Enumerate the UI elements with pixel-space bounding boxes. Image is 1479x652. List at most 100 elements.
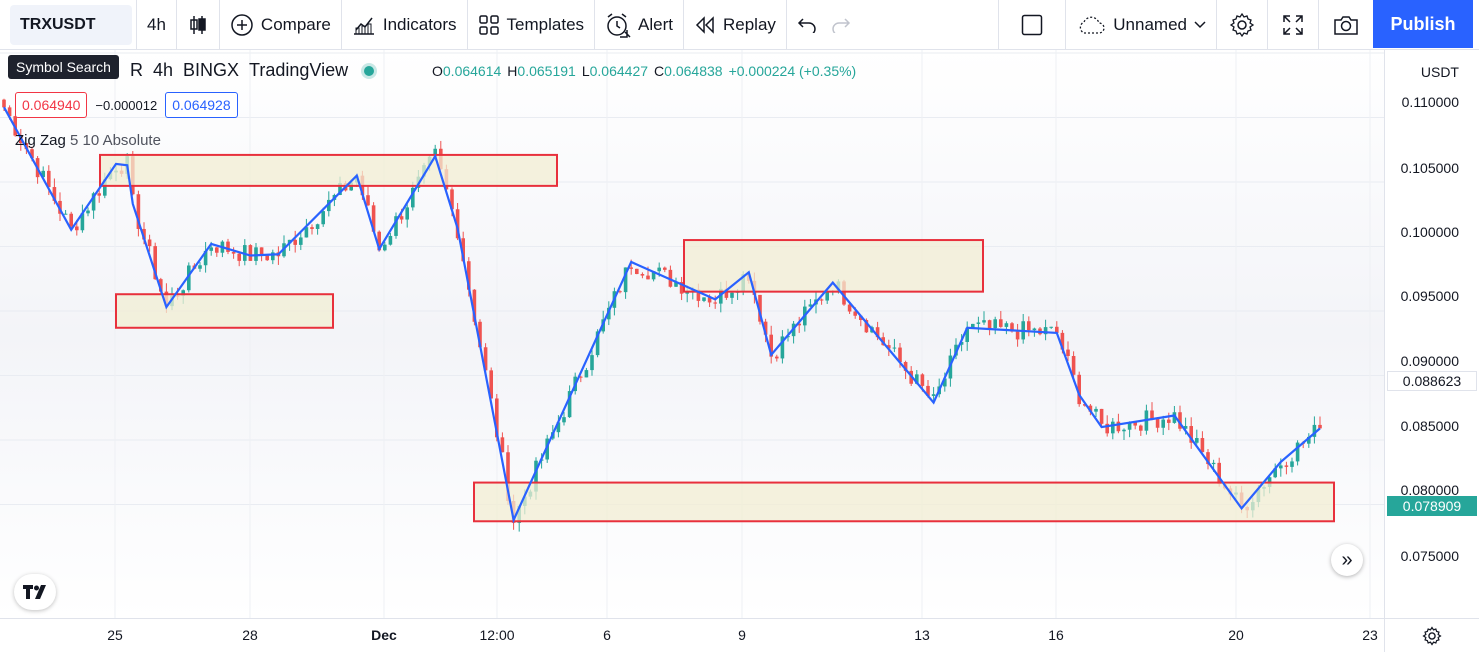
candle-body <box>567 391 572 418</box>
candle-body <box>265 255 269 261</box>
time-axis[interactable]: 25 28 Dec 12:00 6 9 13 16 20 23 <box>0 618 1384 652</box>
time-label: 12:00 <box>479 627 515 643</box>
fullscreen-button[interactable] <box>1268 0 1319 50</box>
interval-label: 4h <box>147 14 166 34</box>
candle-body <box>679 282 684 294</box>
scroll-to-realtime-button[interactable]: » <box>1331 544 1363 576</box>
candle-body <box>366 195 370 206</box>
candle-body <box>713 302 717 304</box>
candle-body <box>847 304 852 312</box>
indicators-button[interactable]: Indicators <box>342 0 468 50</box>
chevron-down-icon <box>1194 20 1206 28</box>
compare-button[interactable]: Compare <box>220 0 342 50</box>
price-axis[interactable]: USDT 0.110000 0.105000 0.100000 0.095000… <box>1384 50 1479 618</box>
candle-body <box>1211 462 1216 465</box>
candle-body <box>153 246 157 280</box>
candle-body <box>1043 327 1048 335</box>
time-label: Dec <box>371 627 397 643</box>
candle-body <box>999 319 1003 327</box>
candle-body <box>1150 410 1154 419</box>
gear-icon <box>1229 12 1255 37</box>
candle-body <box>1307 436 1311 444</box>
candle-body <box>819 299 824 301</box>
layout-select-button[interactable] <box>998 0 1067 50</box>
candle-body <box>959 341 964 345</box>
candle-body <box>763 321 768 335</box>
redo-icon[interactable] <box>831 17 851 33</box>
market-status-dot[interactable] <box>364 65 375 76</box>
candle-body <box>47 170 51 188</box>
replay-button[interactable]: Replay <box>684 0 787 50</box>
candle-body <box>1279 465 1283 469</box>
candle-body <box>1032 328 1037 331</box>
undo-icon[interactable] <box>797 17 817 33</box>
candle-body <box>623 267 628 293</box>
support-resistance-zone <box>99 153 558 187</box>
candle-body <box>595 331 600 356</box>
compare-label: Compare <box>260 14 331 34</box>
candle-body <box>75 226 79 231</box>
alert-button[interactable]: Alert <box>595 0 684 50</box>
candle-body <box>1127 422 1132 430</box>
tv-logo-icon <box>23 585 46 599</box>
plus-circle-icon <box>231 13 253 36</box>
candle-body <box>545 438 549 460</box>
time-label: 23 <box>1362 627 1378 643</box>
candle-body <box>1105 423 1109 434</box>
settings-button[interactable] <box>1217 0 1268 50</box>
indicator-legend[interactable]: Zig Zag 5 10 Absolute <box>15 132 161 149</box>
candle-body <box>1133 422 1137 426</box>
save-layout-button[interactable]: Unnamed <box>1066 0 1217 50</box>
tradingview-logo[interactable] <box>14 574 56 610</box>
candle-body <box>371 205 376 232</box>
candle-body <box>965 327 969 342</box>
candle-body <box>209 247 213 251</box>
time-label: 16 <box>1048 627 1064 643</box>
templates-button[interactable]: Templates <box>468 0 596 50</box>
candle-body <box>651 271 656 280</box>
chart-pane[interactable] <box>0 50 1384 618</box>
chart-type-button[interactable] <box>177 0 220 50</box>
candle-body <box>1083 404 1087 406</box>
candle-body <box>433 148 437 157</box>
axis-settings-button[interactable] <box>1384 618 1479 652</box>
candle-body <box>987 320 992 329</box>
candle-body <box>993 319 997 329</box>
ohlc-values: O0.064614 H0.065191 L0.064427 C0.064838 … <box>432 63 856 79</box>
candle-body <box>198 265 202 269</box>
candle-body <box>769 334 773 357</box>
candle-body <box>383 244 387 251</box>
indicator-params: 5 10 Absolute <box>70 132 161 149</box>
candle-body <box>1290 461 1294 467</box>
interval-button[interactable]: 4h <box>136 0 177 50</box>
legend-exchange: BINGX <box>183 60 240 80</box>
snapshot-button[interactable] <box>1319 0 1373 50</box>
candle-body <box>187 265 191 291</box>
price-label: 0.075000 <box>1400 548 1459 564</box>
candle-body <box>461 238 465 262</box>
time-label: 20 <box>1228 627 1244 643</box>
candle-body <box>506 452 510 502</box>
candle-body <box>159 279 163 292</box>
symbol-search-button[interactable]: TRXUSDT <box>10 4 132 45</box>
price-label: 0.105000 <box>1400 160 1459 176</box>
publish-button[interactable]: Publish <box>1373 0 1473 48</box>
time-label: 6 <box>603 627 611 643</box>
candle-body <box>142 228 146 240</box>
last-price-tag: 0.078909 <box>1387 496 1477 516</box>
candle-body <box>450 189 454 210</box>
candle-body <box>943 378 947 387</box>
candle-body <box>237 253 241 261</box>
chart-canvas[interactable] <box>0 50 1384 618</box>
candle-body <box>455 209 460 239</box>
close-key: C <box>654 63 665 79</box>
buy-price-button[interactable]: 0.064928 <box>165 92 238 118</box>
indicators-icon <box>353 17 374 35</box>
candle-body <box>640 274 645 276</box>
time-label: 9 <box>738 627 746 643</box>
sell-price-button[interactable]: 0.064940 <box>15 92 88 118</box>
bid-ask-row: 0.064940 −0.000012 0.064928 <box>15 92 238 118</box>
candle-body <box>304 227 309 238</box>
legend-symbol[interactable]: R <box>130 60 143 80</box>
camera-icon <box>1334 15 1358 35</box>
